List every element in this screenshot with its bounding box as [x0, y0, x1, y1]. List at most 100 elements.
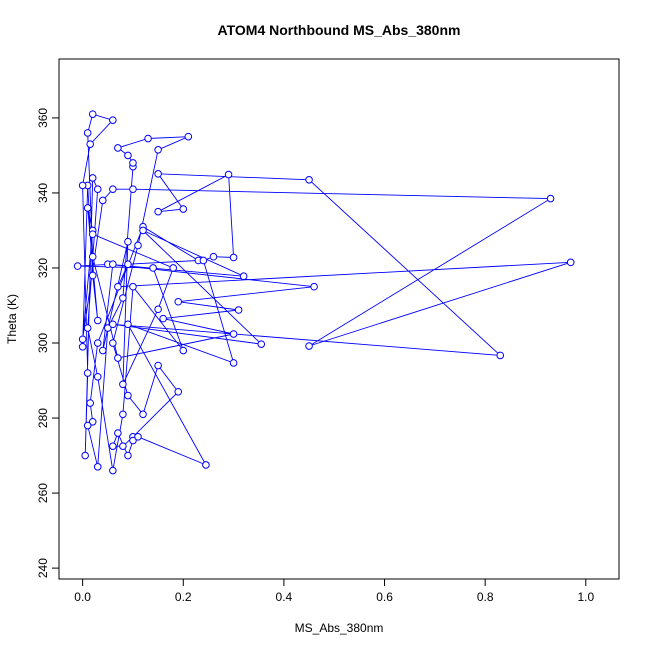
y-tick-label: 240 — [36, 558, 50, 578]
point — [124, 391, 132, 400]
point — [154, 145, 162, 154]
point — [184, 132, 193, 141]
point — [224, 170, 233, 179]
point — [139, 226, 147, 235]
point — [78, 181, 87, 190]
point — [149, 264, 157, 272]
y-tick-label: 320 — [36, 258, 50, 278]
point — [202, 461, 210, 469]
point — [239, 272, 248, 281]
point — [546, 194, 555, 203]
point — [129, 185, 137, 193]
point — [129, 159, 137, 167]
point — [88, 271, 97, 280]
point — [124, 151, 132, 160]
point — [305, 176, 313, 184]
point — [93, 185, 102, 193]
point — [154, 170, 162, 178]
point — [305, 342, 313, 350]
point — [114, 282, 122, 291]
y-tick-label: 360 — [36, 108, 50, 128]
point — [83, 369, 92, 377]
point — [144, 134, 152, 143]
point — [88, 230, 97, 239]
point — [93, 463, 102, 471]
point — [124, 260, 132, 269]
point — [88, 110, 97, 118]
point — [81, 451, 89, 460]
point — [114, 144, 122, 152]
point — [109, 466, 117, 475]
point — [179, 205, 188, 213]
x-tick-label: 0.0 — [74, 590, 91, 604]
point — [119, 442, 127, 450]
point — [88, 252, 97, 261]
point — [119, 294, 127, 302]
point — [114, 429, 122, 437]
point — [179, 346, 188, 355]
point — [114, 354, 122, 362]
point — [174, 297, 183, 306]
point — [78, 335, 87, 344]
point — [86, 399, 94, 407]
y-tick-label: 260 — [36, 483, 50, 503]
point — [73, 262, 82, 270]
point — [83, 421, 92, 430]
point — [93, 372, 102, 381]
point — [310, 282, 318, 291]
x-tick-label: 0.6 — [376, 590, 393, 604]
x-tick-label: 0.8 — [477, 590, 494, 604]
point — [98, 346, 107, 355]
y-tick-label: 340 — [36, 183, 50, 203]
point — [229, 359, 238, 367]
y-axis-label: Theta (K) — [5, 294, 19, 344]
point — [109, 320, 117, 329]
y-tick-label: 300 — [36, 333, 50, 353]
point — [104, 324, 112, 332]
point — [134, 433, 142, 441]
point — [78, 342, 87, 351]
point — [134, 241, 142, 250]
point — [159, 314, 167, 323]
point — [209, 252, 218, 261]
x-tick-label: 0.2 — [175, 590, 192, 604]
point — [496, 351, 505, 360]
point — [129, 436, 137, 445]
point — [93, 316, 102, 325]
point — [109, 116, 117, 124]
point — [199, 256, 208, 265]
point — [86, 140, 94, 148]
point — [119, 380, 127, 389]
point — [229, 330, 238, 338]
point — [174, 387, 183, 396]
point — [154, 305, 162, 314]
point — [234, 306, 243, 314]
point — [109, 339, 117, 347]
point — [124, 451, 132, 460]
point — [83, 204, 92, 212]
x-tick-label: 1.0 — [577, 590, 594, 604]
point — [83, 324, 92, 332]
point — [257, 340, 266, 348]
y-tick-label: 280 — [36, 408, 50, 428]
point — [109, 185, 117, 193]
point — [154, 207, 162, 216]
point — [139, 410, 147, 419]
point — [109, 442, 117, 450]
point — [93, 339, 102, 347]
x-axis-label: MS_Abs_380nm — [295, 621, 384, 635]
x-tick-label: 0.4 — [276, 590, 293, 604]
point — [88, 174, 97, 182]
point — [124, 237, 132, 246]
point — [129, 282, 137, 291]
point — [109, 260, 117, 269]
point — [229, 253, 238, 262]
point — [124, 320, 132, 329]
point — [88, 417, 97, 426]
point — [119, 410, 127, 419]
point — [169, 264, 178, 272]
point — [154, 361, 162, 370]
chart-title: ATOM4 Northbound MS_Abs_380nm — [218, 22, 461, 38]
